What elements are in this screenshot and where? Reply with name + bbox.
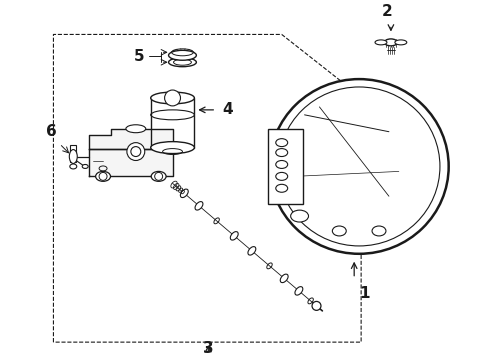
Ellipse shape (385, 39, 397, 46)
Ellipse shape (248, 247, 256, 255)
Ellipse shape (375, 40, 387, 45)
Circle shape (312, 301, 321, 310)
Ellipse shape (270, 79, 449, 254)
Text: 2: 2 (382, 4, 392, 19)
Ellipse shape (169, 50, 196, 60)
Ellipse shape (96, 171, 111, 181)
Ellipse shape (280, 274, 288, 283)
Ellipse shape (151, 171, 166, 181)
Text: 6: 6 (46, 124, 57, 139)
Ellipse shape (332, 226, 346, 236)
Ellipse shape (276, 184, 288, 192)
Ellipse shape (372, 226, 386, 236)
Circle shape (165, 90, 180, 106)
Ellipse shape (276, 161, 288, 168)
Ellipse shape (127, 143, 145, 161)
Ellipse shape (195, 202, 203, 210)
Ellipse shape (126, 125, 146, 133)
Ellipse shape (395, 40, 407, 45)
Bar (70, 145, 76, 162)
Ellipse shape (151, 92, 195, 104)
Text: 1: 1 (359, 285, 369, 301)
Bar (268, 129, 302, 204)
Ellipse shape (180, 189, 188, 198)
Polygon shape (89, 129, 172, 149)
Ellipse shape (276, 172, 288, 180)
Ellipse shape (151, 141, 195, 154)
Text: 5: 5 (134, 49, 145, 64)
Text: 4: 4 (222, 102, 233, 117)
Ellipse shape (276, 139, 288, 147)
Ellipse shape (295, 287, 303, 295)
Ellipse shape (291, 210, 309, 222)
Ellipse shape (169, 58, 196, 67)
Ellipse shape (82, 165, 88, 168)
Polygon shape (89, 149, 172, 176)
Ellipse shape (70, 164, 77, 169)
Ellipse shape (276, 149, 288, 157)
Ellipse shape (230, 231, 238, 240)
Ellipse shape (69, 149, 77, 163)
Text: 3: 3 (203, 341, 214, 356)
